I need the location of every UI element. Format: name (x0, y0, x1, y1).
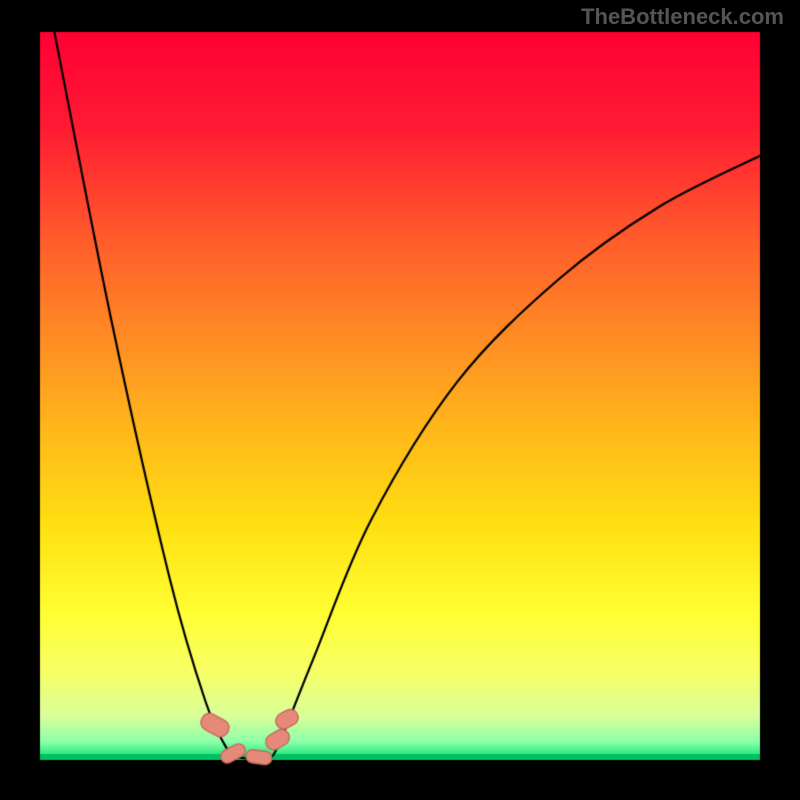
watermark-label: TheBottleneck.com (581, 4, 784, 30)
bottleneck-curve-chart (0, 0, 800, 800)
